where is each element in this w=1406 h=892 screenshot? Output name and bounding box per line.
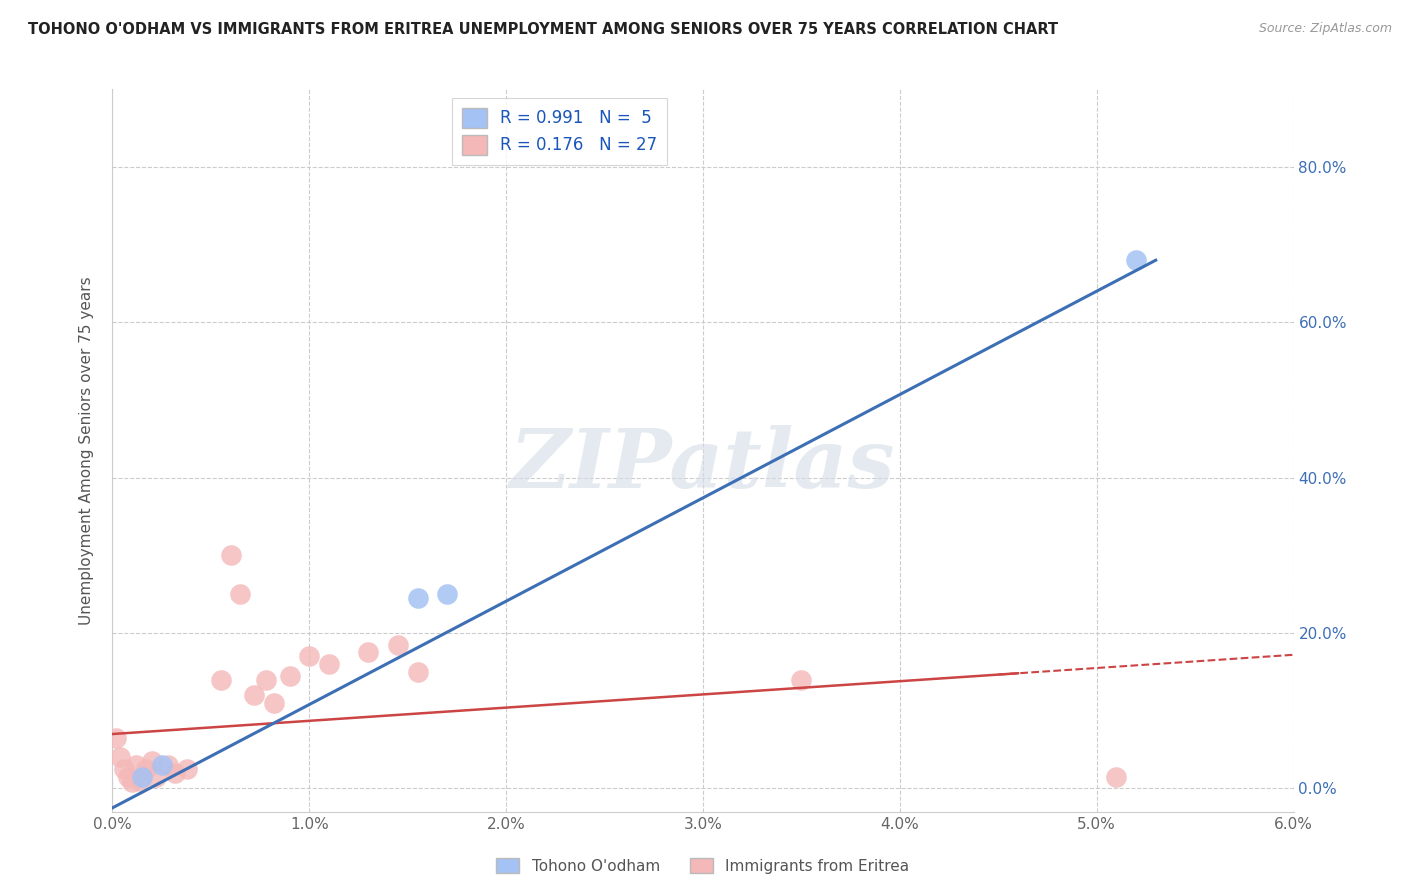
Point [1105, 770, 1128, 784]
Point [243, 688, 266, 702]
Point [125, 758, 148, 772]
Point [176, 762, 198, 776]
Point [129, 773, 152, 788]
Point [318, 657, 340, 672]
Point [436, 587, 458, 601]
Point [219, 549, 242, 563]
Point [135, 762, 157, 776]
Point [112, 762, 135, 776]
Text: ZIPatlas: ZIPatlas [510, 425, 896, 505]
Point [387, 638, 409, 652]
Point [406, 665, 429, 679]
Point [254, 673, 277, 687]
Point [263, 696, 285, 710]
Point [150, 758, 173, 772]
Legend: R = 0.991   N =  5, R = 0.176   N = 27: R = 0.991 N = 5, R = 0.176 N = 27 [451, 97, 666, 165]
Point [1125, 253, 1147, 268]
Point [105, 731, 128, 745]
Point [121, 775, 143, 789]
Text: TOHONO O'ODHAM VS IMMIGRANTS FROM ERITREA UNEMPLOYMENT AMONG SENIORS OVER 75 YEA: TOHONO O'ODHAM VS IMMIGRANTS FROM ERITRE… [28, 22, 1059, 37]
Point [298, 649, 321, 664]
Text: Source: ZipAtlas.com: Source: ZipAtlas.com [1258, 22, 1392, 36]
Point [406, 591, 429, 605]
Point [110, 750, 132, 764]
Point [165, 765, 187, 780]
Point [790, 673, 813, 687]
Point [156, 758, 179, 772]
Point [278, 669, 301, 683]
Point [357, 645, 380, 659]
Point [131, 770, 153, 784]
Point [229, 587, 252, 601]
Y-axis label: Unemployment Among Seniors over 75 years: Unemployment Among Seniors over 75 years [79, 277, 94, 624]
Point [117, 770, 139, 784]
Point [141, 754, 163, 768]
Point [145, 770, 167, 784]
Point [209, 673, 232, 687]
Legend: Tohono O'odham, Immigrants from Eritrea: Tohono O'odham, Immigrants from Eritrea [491, 852, 915, 880]
